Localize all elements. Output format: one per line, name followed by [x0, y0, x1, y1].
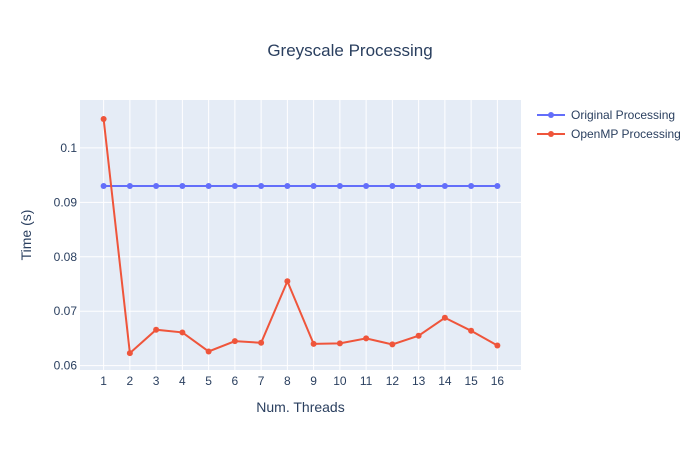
plot-background [80, 100, 521, 370]
data-point[interactable] [363, 183, 370, 190]
data-point[interactable] [389, 341, 396, 348]
x-tick-label: 10 [333, 374, 347, 388]
data-point[interactable] [231, 183, 238, 190]
x-tick-label: 11 [360, 374, 373, 388]
x-tick-label: 13 [412, 374, 426, 388]
y-tick-label: 0.08 [54, 250, 78, 264]
x-tick-label: 4 [179, 374, 186, 388]
x-tick-label: 8 [284, 374, 291, 388]
data-point[interactable] [179, 329, 186, 336]
data-point[interactable] [284, 278, 291, 285]
x-tick-label: 9 [310, 374, 317, 388]
legend[interactable]: Original Processing OpenMP Processing [537, 108, 681, 141]
data-point[interactable] [415, 332, 422, 339]
chart-title: Greyscale Processing [267, 41, 432, 60]
x-axis-ticks: 1 2 3 4 5 6 7 8 9 10 11 12 13 14 15 16 [100, 374, 504, 388]
legend-item[interactable]: OpenMP Processing [537, 127, 681, 141]
data-point[interactable] [126, 350, 133, 357]
data-point[interactable] [179, 183, 186, 190]
data-point[interactable] [468, 327, 475, 334]
legend-label: OpenMP Processing [571, 127, 681, 141]
x-tick-label: 14 [438, 374, 452, 388]
data-point[interactable] [336, 340, 343, 347]
data-point[interactable] [494, 183, 501, 190]
series-original-processing [100, 183, 501, 190]
x-tick-label: 3 [153, 374, 160, 388]
data-point[interactable] [100, 183, 107, 190]
data-point[interactable] [100, 116, 107, 123]
data-point[interactable] [258, 183, 265, 190]
data-point[interactable] [205, 348, 212, 355]
data-point[interactable] [153, 183, 160, 190]
x-tick-label: 1 [100, 374, 107, 388]
data-point[interactable] [441, 314, 448, 321]
data-point[interactable] [231, 338, 238, 345]
x-tick-label: 16 [491, 374, 505, 388]
data-point[interactable] [310, 183, 317, 190]
data-point[interactable] [336, 183, 343, 190]
data-point[interactable] [389, 183, 396, 190]
data-point[interactable] [441, 183, 448, 190]
data-point[interactable] [310, 340, 317, 347]
data-point[interactable] [494, 342, 501, 349]
y-axis-title: Time (s) [18, 210, 34, 261]
data-point[interactable] [205, 183, 212, 190]
x-tick-label: 7 [258, 374, 265, 388]
series-openmp-processing [100, 116, 501, 357]
x-tick-label: 6 [232, 374, 239, 388]
data-point[interactable] [153, 326, 160, 333]
legend-marker-icon [548, 131, 554, 137]
series-line [102, 118, 498, 356]
y-tick-label: 0.06 [54, 359, 78, 373]
data-point[interactable] [126, 183, 133, 190]
series-layer [100, 116, 501, 357]
y-axis-ticks: 0.06 0.07 0.08 0.09 0.1 [54, 141, 78, 373]
legend-item[interactable]: Original Processing [537, 108, 675, 122]
y-tick-label: 0.1 [60, 141, 77, 155]
data-point[interactable] [415, 183, 422, 190]
y-tick-label: 0.07 [54, 304, 78, 318]
x-tick-label: 2 [127, 374, 134, 388]
data-point[interactable] [468, 183, 475, 190]
x-tick-label: 12 [386, 374, 400, 388]
y-tick-label: 0.09 [54, 195, 78, 209]
data-point[interactable] [363, 335, 370, 342]
legend-marker-icon [548, 112, 554, 118]
x-tick-label: 15 [464, 374, 478, 388]
x-axis-title: Num. Threads [256, 399, 344, 415]
x-tick-label: 5 [205, 374, 212, 388]
data-point[interactable] [284, 183, 291, 190]
data-point[interactable] [258, 339, 265, 346]
legend-label: Original Processing [571, 108, 675, 122]
